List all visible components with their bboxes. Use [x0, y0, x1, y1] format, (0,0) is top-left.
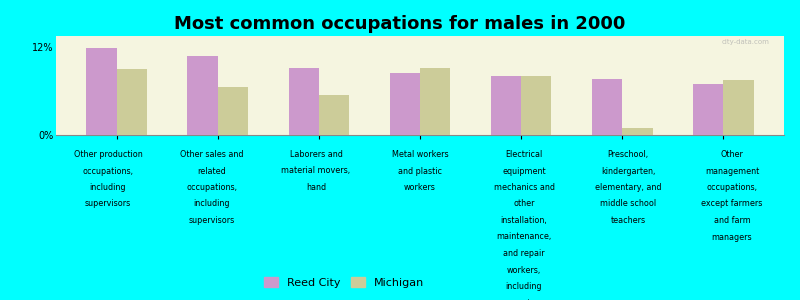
Text: workers,: workers, [507, 266, 541, 274]
Bar [319, 95, 350, 135]
Text: Other sales and: Other sales and [180, 150, 244, 159]
Text: supervisors: supervisors [501, 298, 547, 300]
Bar [187, 56, 218, 135]
Bar [490, 76, 521, 135]
Bar [218, 87, 248, 135]
Bar [592, 79, 622, 135]
Text: occupations,: occupations, [706, 183, 758, 192]
Text: and repair: and repair [503, 249, 545, 258]
Text: mechanics and: mechanics and [494, 183, 554, 192]
Text: related: related [198, 167, 226, 176]
Bar [723, 80, 754, 135]
Text: Other production: Other production [74, 150, 142, 159]
Text: Electrical: Electrical [506, 150, 542, 159]
Legend: Reed City, Michigan: Reed City, Michigan [261, 274, 427, 291]
Text: city-data.com: city-data.com [722, 39, 770, 45]
Text: including: including [194, 200, 230, 208]
Text: management: management [705, 167, 759, 176]
Text: Preschool,: Preschool, [607, 150, 649, 159]
Text: Most common occupations for males in 2000: Most common occupations for males in 200… [174, 15, 626, 33]
Text: occupations,: occupations, [82, 167, 134, 176]
Text: workers: workers [404, 183, 436, 192]
Text: supervisors: supervisors [189, 216, 235, 225]
Text: except farmers: except farmers [702, 200, 762, 208]
Text: Other: Other [721, 150, 743, 159]
Bar [390, 73, 420, 135]
Bar [289, 68, 319, 135]
Text: middle school: middle school [600, 200, 656, 208]
Text: supervisors: supervisors [85, 200, 131, 208]
Text: and farm: and farm [714, 216, 750, 225]
Text: Metal workers: Metal workers [392, 150, 448, 159]
Text: hand: hand [306, 183, 326, 192]
Text: maintenance,: maintenance, [496, 232, 552, 242]
Text: occupations,: occupations, [186, 183, 238, 192]
Text: elementary, and: elementary, and [594, 183, 662, 192]
Text: other: other [514, 200, 534, 208]
Bar [622, 128, 653, 135]
Text: managers: managers [712, 232, 752, 242]
Text: kindergarten,: kindergarten, [601, 167, 655, 176]
Bar [420, 68, 450, 135]
Text: material movers,: material movers, [282, 167, 350, 176]
Text: including: including [506, 282, 542, 291]
Bar [117, 69, 147, 135]
Text: and plastic: and plastic [398, 167, 442, 176]
Bar [521, 76, 551, 135]
Bar [693, 84, 723, 135]
Bar [86, 49, 117, 135]
Text: installation,: installation, [501, 216, 547, 225]
Text: teachers: teachers [610, 216, 646, 225]
Text: including: including [90, 183, 126, 192]
Text: equipment: equipment [502, 167, 546, 176]
Text: Laborers and: Laborers and [290, 150, 342, 159]
